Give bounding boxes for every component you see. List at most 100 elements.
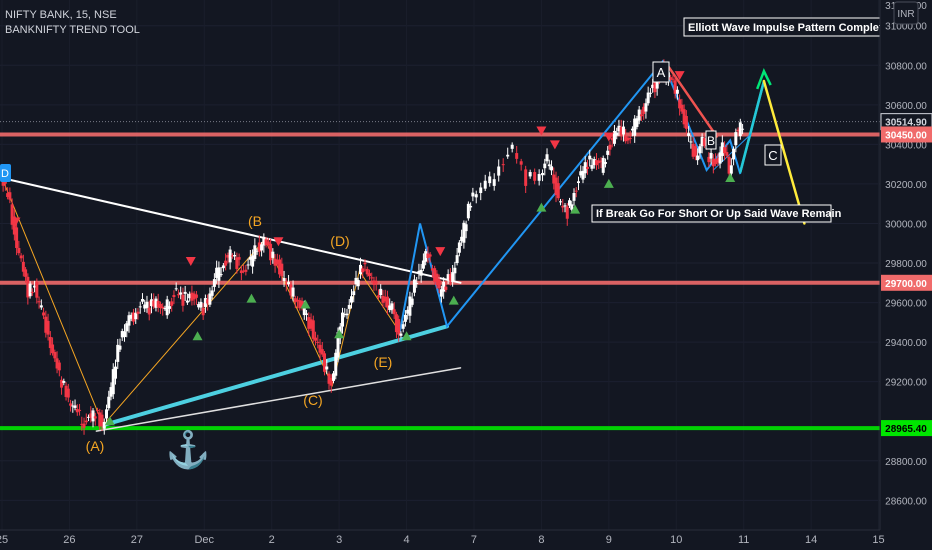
sell-signal-marker bbox=[536, 126, 547, 136]
time-axis-panel[interactable] bbox=[0, 530, 880, 550]
candle bbox=[687, 126, 691, 142]
candle bbox=[53, 349, 57, 362]
candle-body bbox=[608, 144, 612, 150]
candle-body bbox=[282, 278, 286, 281]
candle bbox=[210, 285, 214, 300]
candle bbox=[675, 86, 679, 100]
candle-body bbox=[10, 204, 14, 225]
candle-body bbox=[738, 122, 742, 137]
candle-body bbox=[203, 298, 207, 307]
wave-badge-d-text: D bbox=[1, 168, 9, 180]
candle bbox=[430, 264, 434, 278]
candle-body bbox=[262, 236, 266, 246]
candle-body bbox=[543, 163, 547, 169]
buy-signal-marker bbox=[192, 331, 203, 341]
candle bbox=[428, 252, 432, 263]
candle bbox=[644, 98, 648, 119]
candle bbox=[102, 418, 106, 435]
candle bbox=[457, 240, 461, 257]
drawings-layer bbox=[1, 59, 806, 432]
candle-body bbox=[24, 269, 28, 277]
candle-body bbox=[48, 336, 52, 349]
candle bbox=[255, 248, 259, 255]
candle-body bbox=[687, 133, 691, 136]
sell-signal-marker bbox=[674, 71, 685, 81]
time-axis: 25 26 27 Dec 2 3 4 7 8 9 10 11 14 15 bbox=[0, 534, 885, 546]
candle bbox=[17, 240, 21, 256]
candle-body bbox=[464, 224, 468, 232]
candle-body bbox=[559, 201, 563, 203]
candle bbox=[55, 351, 59, 374]
time-tick-label: 27 bbox=[131, 534, 143, 546]
sell-signal-marker bbox=[435, 247, 446, 257]
candle bbox=[624, 128, 628, 144]
candle-body bbox=[284, 283, 288, 285]
green-arrowhead bbox=[756, 68, 772, 90]
candle-body bbox=[363, 262, 367, 265]
price-axis-panel[interactable] bbox=[880, 0, 932, 530]
break-note: If Break Go For Short Or Up Said Wave Re… bbox=[591, 204, 842, 223]
candle bbox=[6, 187, 10, 200]
wave-badge-d-bg bbox=[0, 164, 11, 182]
candle-body bbox=[311, 320, 315, 339]
candle-body bbox=[84, 420, 88, 423]
price-label-bg bbox=[881, 274, 932, 291]
candle bbox=[309, 313, 313, 332]
candle bbox=[506, 147, 510, 159]
candle-body bbox=[388, 305, 392, 310]
candle bbox=[497, 159, 501, 182]
candle-body bbox=[437, 279, 441, 289]
candle bbox=[483, 174, 487, 192]
time-tick-label: 10 bbox=[670, 534, 682, 546]
indicator-title[interactable]: BANKNIFTY TREND TOOL bbox=[5, 24, 140, 36]
candle-body bbox=[188, 293, 192, 299]
candle-body bbox=[533, 172, 537, 181]
candle bbox=[87, 414, 91, 422]
candle-body bbox=[226, 254, 230, 258]
candle bbox=[528, 169, 532, 179]
candle-body bbox=[349, 296, 353, 303]
candle-body bbox=[329, 377, 333, 386]
candle bbox=[637, 106, 641, 125]
candle-body bbox=[669, 77, 673, 80]
candle bbox=[244, 265, 248, 276]
candle bbox=[156, 293, 160, 313]
candle-body bbox=[255, 250, 259, 252]
candle-body bbox=[410, 298, 414, 305]
candle-body bbox=[111, 369, 115, 395]
candle bbox=[669, 74, 673, 83]
price-label-bg bbox=[881, 126, 932, 143]
candle bbox=[550, 160, 554, 176]
buy-signal-marker bbox=[104, 416, 115, 426]
candle bbox=[125, 320, 129, 338]
candle-body bbox=[725, 152, 729, 156]
candle-body bbox=[143, 304, 147, 309]
currency-badge[interactable]: INR bbox=[893, 1, 919, 25]
candle-body bbox=[33, 285, 37, 288]
candle-body bbox=[734, 132, 738, 146]
candle-body bbox=[615, 132, 619, 136]
candle-body bbox=[127, 315, 131, 326]
candle bbox=[563, 203, 567, 213]
candle-body bbox=[453, 267, 457, 274]
candle-body bbox=[741, 128, 745, 130]
candle bbox=[318, 338, 322, 360]
candle-body bbox=[244, 269, 248, 272]
candle-body bbox=[720, 142, 724, 156]
candle-body bbox=[457, 242, 461, 253]
symbol-title[interactable]: NIFTY BANK, 15, NSE bbox=[5, 9, 117, 21]
candle-body bbox=[107, 396, 111, 409]
candle-body bbox=[39, 305, 43, 308]
price-tick-label: 30400.00 bbox=[885, 140, 927, 151]
candle bbox=[621, 120, 625, 142]
buy-signal-marker bbox=[536, 202, 547, 212]
candle bbox=[323, 350, 327, 376]
candle bbox=[392, 302, 396, 319]
candle bbox=[12, 209, 16, 241]
price-tick-label: 28800.00 bbox=[885, 457, 927, 468]
orange-wave-label: (C) bbox=[303, 392, 322, 408]
candle bbox=[190, 285, 194, 306]
candle bbox=[100, 409, 104, 432]
